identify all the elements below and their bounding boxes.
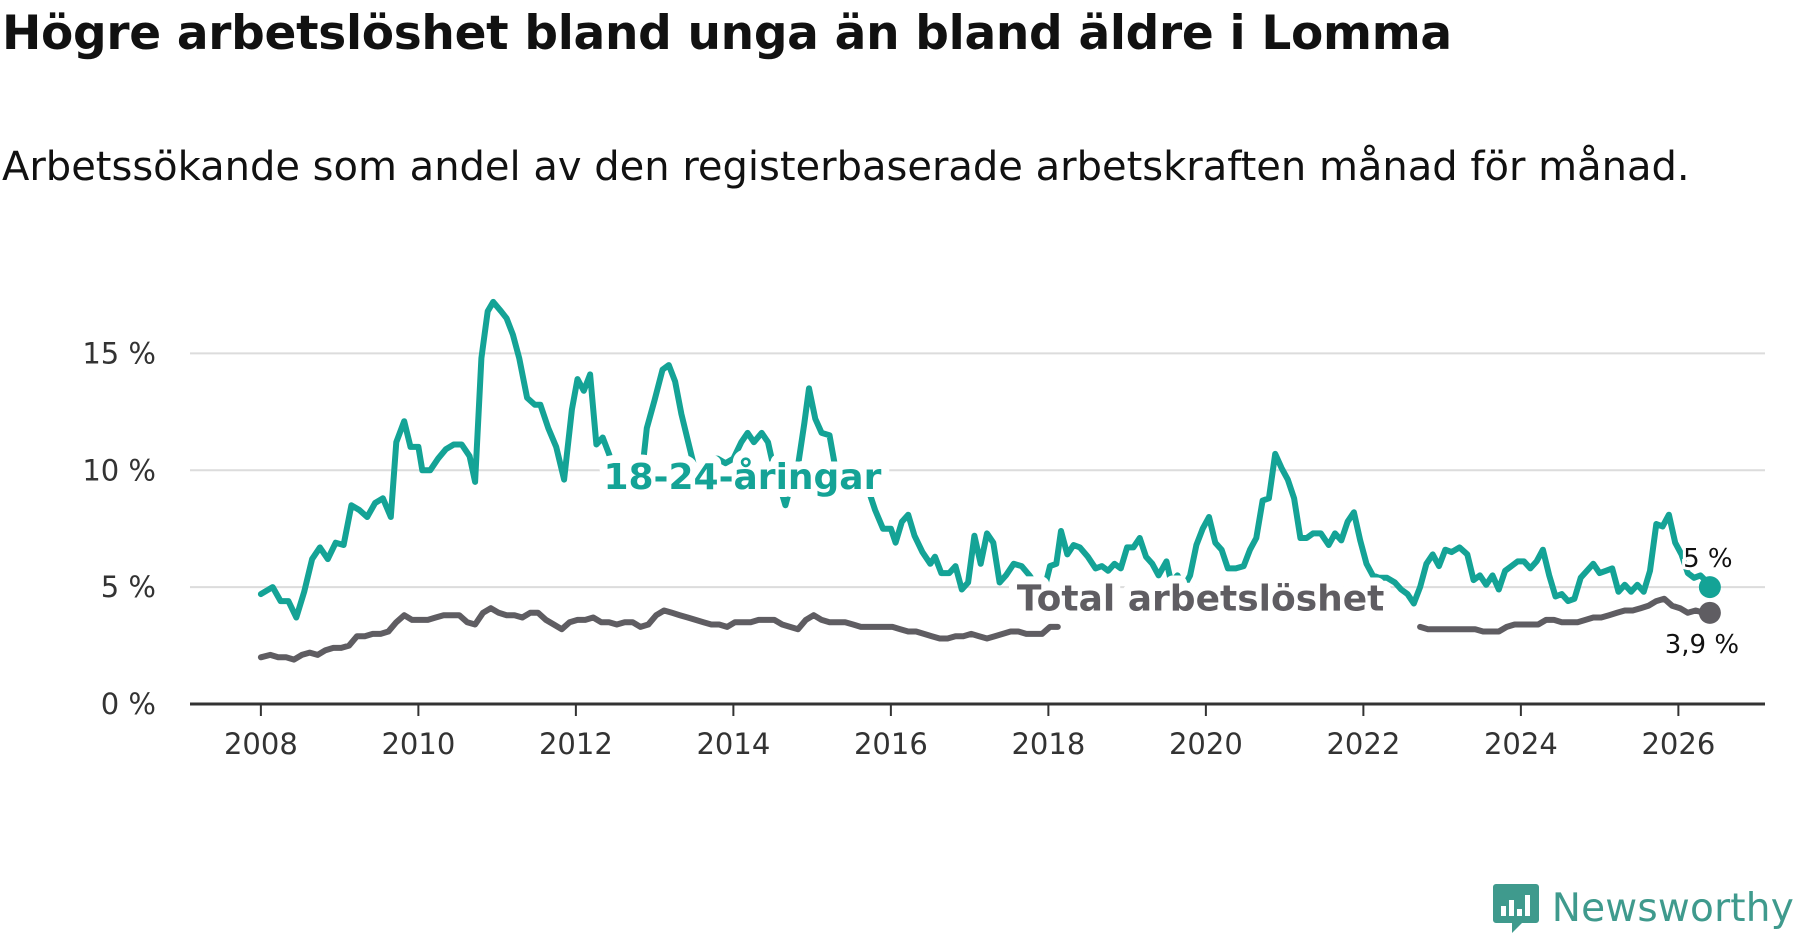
chart-title: Högre arbetslöshet bland unga än bland ä… xyxy=(2,6,1452,61)
y-tick-label-5: 5 % xyxy=(101,570,156,604)
x-tick-label-2008: 2008 xyxy=(224,727,298,761)
end-point-youth xyxy=(1698,576,1721,599)
newsworthy-brand: Newsworthy xyxy=(1492,882,1794,934)
series-line-total xyxy=(257,605,1061,663)
y-axis: 0 % 5 % 10 % 15 % xyxy=(82,336,156,721)
y-tick-label-10: 10 % xyxy=(82,453,156,487)
x-tick-label-2012: 2012 xyxy=(539,727,613,761)
series-label-youth: 18-24-åringar xyxy=(603,457,881,498)
chart-subtitle: Arbetssökande som andel av den registerb… xyxy=(2,144,1690,190)
series-label-total: Total arbetslöshet xyxy=(1017,579,1385,620)
series-lines xyxy=(257,298,1721,663)
x-tick-label-2020: 2020 xyxy=(1169,727,1243,761)
x-tick-label-2026: 2026 xyxy=(1641,727,1715,761)
brand-name: Newsworthy xyxy=(1551,885,1794,931)
x-tick-label-2010: 2010 xyxy=(381,727,455,761)
x-tick-label-2024: 2024 xyxy=(1484,727,1558,761)
x-tick-label-2022: 2022 xyxy=(1326,727,1400,761)
series-line-youth xyxy=(257,298,1713,621)
x-tick-label-2016: 2016 xyxy=(854,727,928,761)
newsworthy-logo-icon xyxy=(1492,884,1539,933)
end-value-label-youth: 5 % xyxy=(1683,544,1733,574)
x-tick-label-2014: 2014 xyxy=(696,727,770,761)
x-tick-label-2018: 2018 xyxy=(1011,727,1085,761)
series-line-total-tail xyxy=(1417,595,1713,635)
x-axis: 2008 2010 2012 2014 2016 2018 2020 2022 2024 2026 xyxy=(190,702,1765,761)
end-point-total xyxy=(1698,601,1721,624)
end-value-label-total: 3,9 % xyxy=(1665,630,1739,660)
y-tick-label-0: 0 % xyxy=(101,687,156,721)
series-labels: 5 % 3,9 % 18-24-åringar Total arbetslöshet xyxy=(595,449,1742,663)
y-tick-label-15: 15 % xyxy=(82,336,156,370)
